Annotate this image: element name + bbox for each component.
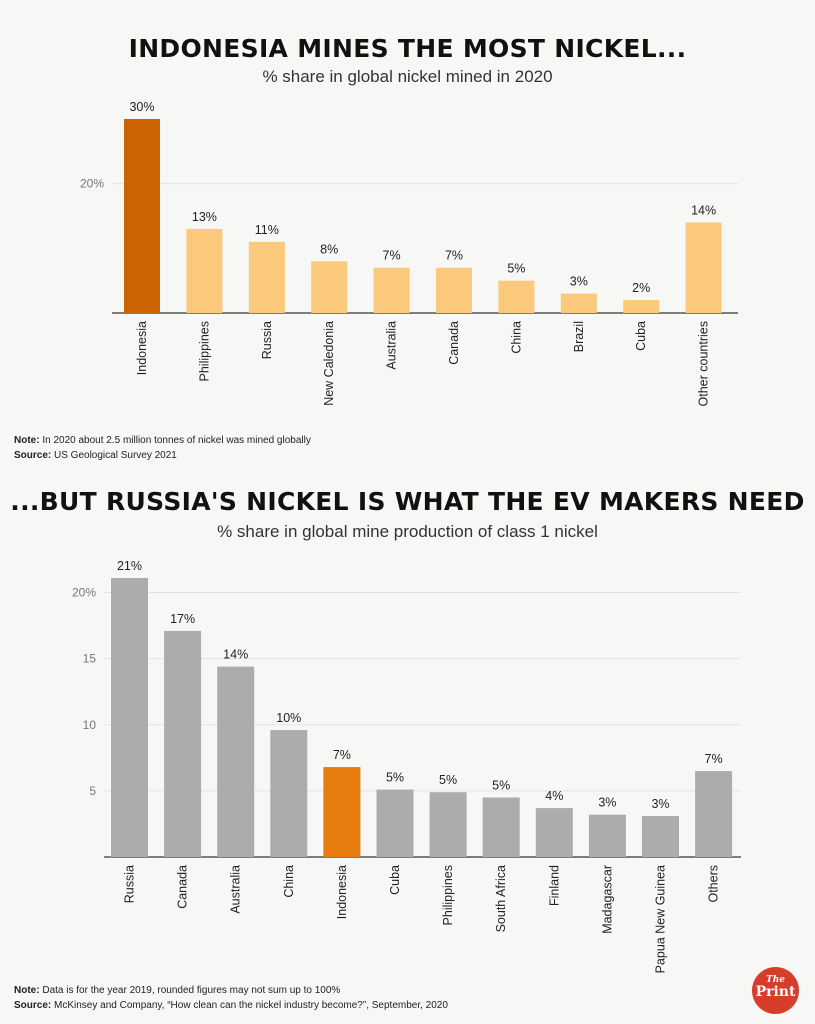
- chart2-source: Source: McKinsey and Company, “How clean…: [14, 1000, 448, 1011]
- chart1-category-label: Brazil: [572, 321, 586, 352]
- chart2-category-label: Canada: [176, 865, 190, 909]
- chart1-bar-philippines: [186, 228, 223, 313]
- chart2-category-label: Papua New Guinea: [654, 865, 668, 973]
- chart1-data-label: 8%: [320, 242, 338, 256]
- chart2-data-label: 14%: [223, 648, 248, 662]
- chart1-data-label: 30%: [129, 100, 154, 114]
- chart1-bar-new-caledonia: [311, 261, 348, 313]
- chart2-title: ...BUT RUSSIA'S NICKEL IS WHAT THE EV MA…: [10, 487, 805, 516]
- chart1-bar-cuba: [623, 300, 660, 313]
- chart2-data-label: 7%: [705, 752, 723, 766]
- chart2-category-label: Cuba: [388, 865, 402, 895]
- chart2-bar-russia: [111, 578, 148, 857]
- chart2-bar-china: [270, 730, 308, 857]
- chart2-data-label: 17%: [170, 612, 195, 626]
- chart1-category-label: Philippines: [197, 321, 211, 381]
- chart2-bar-australia: [217, 666, 255, 857]
- chart2-data-label: 5%: [386, 771, 404, 785]
- chart1-note: Note: In 2020 about 2.5 million tonnes o…: [14, 435, 311, 446]
- chart2-ytick-label: 10: [83, 718, 97, 732]
- chart2-category-label: Philippines: [441, 865, 455, 925]
- theprint-logo: The Print: [752, 967, 799, 1014]
- chart2-data-label: 7%: [333, 748, 351, 762]
- chart1-data-label: 7%: [383, 249, 401, 263]
- chart2-bar-canada: [164, 630, 202, 857]
- chart2-note: Note: Data is for the year 2019, rounded…: [14, 985, 341, 996]
- chart2-plot: 5 10 15 20% 21% Russia 17% Canada 14% Australia 10…: [72, 559, 741, 973]
- chart1-bar-australia: [373, 267, 410, 313]
- chart1-data-label: 14%: [691, 203, 716, 217]
- chart1-bar-canada: [436, 267, 472, 313]
- chart1-category-label: Russia: [260, 321, 274, 359]
- chart1-plot: 20% 30% Indonesia 13% Philippines 11% Russia 8%…: [80, 100, 738, 406]
- chart1-category-label: Australia: [385, 321, 399, 370]
- chart1-ytick-label: 20%: [80, 177, 104, 191]
- chart2-category-label: South Africa: [494, 865, 508, 932]
- chart2-bar-others: [695, 771, 733, 857]
- chart1-data-label: 7%: [445, 249, 463, 263]
- chart1-category-label: China: [509, 321, 523, 354]
- chart1-category-label: New Caledonia: [322, 321, 336, 406]
- chart1-data-label: 3%: [570, 275, 588, 289]
- chart1-title: INDONESIA MINES THE MOST NICKEL...: [128, 34, 687, 63]
- chart1-data-label: 2%: [632, 281, 650, 295]
- chart1-notes: Note: In 2020 about 2.5 million tonnes o…: [14, 433, 311, 463]
- chart1-category-label: Canada: [447, 321, 461, 365]
- chart1-data-label: 11%: [255, 223, 279, 237]
- chart2-bar-finland: [535, 808, 573, 857]
- chart2-ytick-label: 15: [83, 652, 97, 666]
- chart2-data-label: 5%: [492, 778, 510, 792]
- chart2-data-label: 4%: [545, 789, 563, 803]
- chart2-category-label: Others: [707, 865, 721, 903]
- chart2-subtitle: % share in global mine production of cla…: [217, 522, 598, 541]
- chart1-category-label: Other countries: [697, 321, 711, 406]
- chart2-data-label: 3%: [598, 796, 616, 810]
- chart1-bar-indonesia: [124, 119, 160, 313]
- chart2-ytick-label: 20%: [72, 586, 96, 600]
- chart2-data-label: 5%: [439, 773, 457, 787]
- chart1-subtitle: % share in global nickel mined in 2020: [262, 67, 553, 86]
- chart2-bar-indonesia: [323, 767, 361, 857]
- chart2-data-label: 10%: [276, 711, 301, 725]
- chart1-category-label: Indonesia: [135, 321, 149, 375]
- chart2-category-label: Indonesia: [335, 865, 349, 919]
- chart1-bar-other-countries: [685, 222, 722, 313]
- chart2-bar-philippines: [429, 792, 467, 857]
- chart2-category-label: Madagascar: [600, 865, 614, 934]
- chart2-category-label: Australia: [229, 865, 243, 914]
- chart1-category-label: Cuba: [634, 321, 648, 351]
- chart1-bar-china: [498, 280, 535, 313]
- chart1-source: Source: US Geological Survey 2021: [14, 450, 177, 461]
- chart2-category-label: China: [282, 865, 296, 898]
- chart2-bar-papua-new-guinea: [642, 816, 679, 857]
- chart2-ytick-label: 5: [89, 784, 96, 798]
- chart1-data-label: 13%: [192, 210, 217, 224]
- chart2-notes: Note: Data is for the year 2019, rounded…: [14, 983, 448, 1013]
- chart2-data-label: 3%: [651, 797, 669, 811]
- chart2-bar-south-africa: [482, 797, 520, 857]
- chart2-bar-madagascar: [588, 814, 626, 857]
- chart2-category-label: Finland: [547, 865, 561, 906]
- chart2-data-label: 21%: [117, 559, 142, 573]
- chart1-bar-russia: [248, 241, 285, 313]
- chart1-bar-brazil: [560, 293, 597, 313]
- chart2-category-label: Russia: [123, 865, 137, 903]
- chart1-data-label: 5%: [507, 262, 525, 276]
- chart2-bar-cuba: [376, 789, 414, 857]
